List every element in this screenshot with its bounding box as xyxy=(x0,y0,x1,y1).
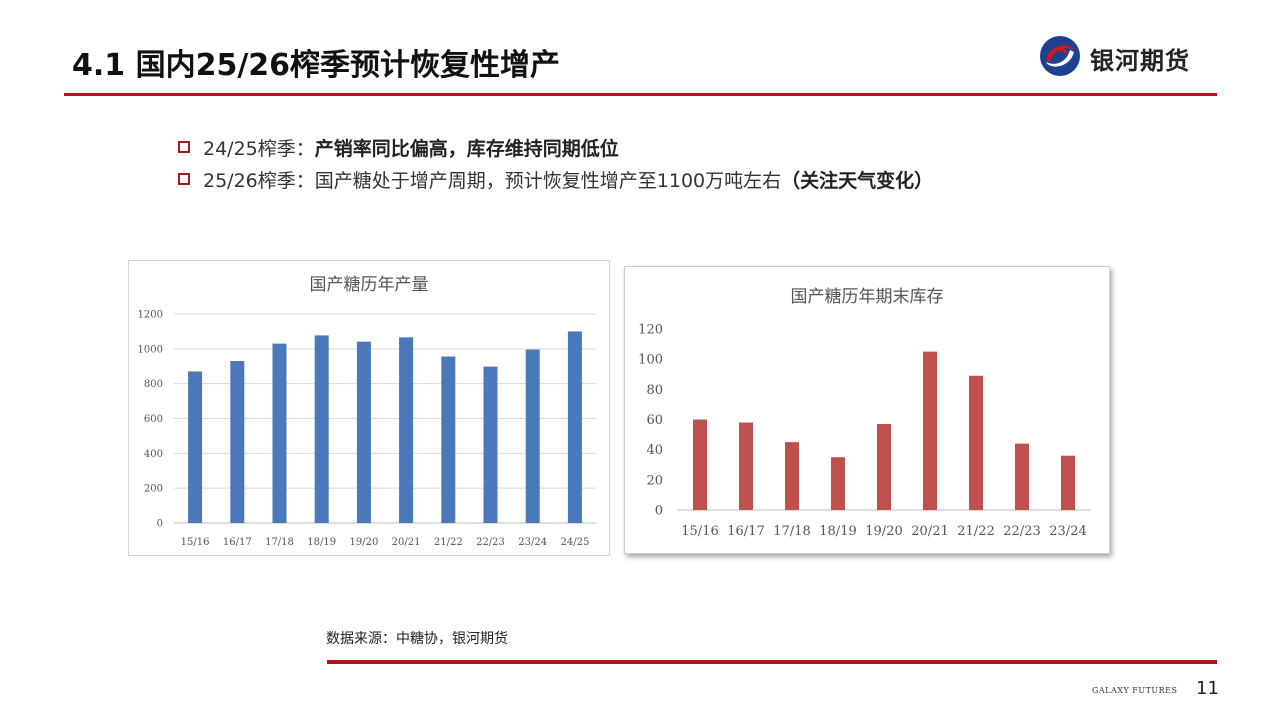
bullet-list: 24/25榨季： 产销率同比偏高，库存维持同期低位 25/26榨季： 国产糖处于… xyxy=(178,131,933,195)
x-tick-label: 18/19 xyxy=(819,524,856,539)
y-tick-label: 0 xyxy=(655,504,663,519)
y-tick-label: 200 xyxy=(144,484,163,495)
bar-21/22 xyxy=(441,356,456,523)
x-tick-label: 16/17 xyxy=(223,537,252,548)
y-tick-label: 60 xyxy=(646,413,663,428)
bar-19/20 xyxy=(356,341,371,523)
x-tick-label: 15/16 xyxy=(181,537,210,548)
bullet-item: 25/26榨季： 国产糖处于增产周期，预计恢复性增产至1100万吨左右 （关注天… xyxy=(178,163,933,195)
bar-22/23 xyxy=(1015,443,1029,510)
y-tick-label: 40 xyxy=(646,443,663,458)
bullet-item: 24/25榨季： 产销率同比偏高，库存维持同期低位 xyxy=(178,131,933,163)
bar-17/18 xyxy=(272,343,287,523)
x-tick-label: 22/23 xyxy=(476,537,505,548)
production-chart: 国产糖历年产量 0 200 400 600 800 1000 1200 15/16 16/17 17… xyxy=(138,275,596,548)
y-tick-label: 1000 xyxy=(138,344,163,355)
bar-17/18 xyxy=(785,442,799,510)
x-tick-label: 23/24 xyxy=(1049,524,1086,539)
y-tick-label: 0 xyxy=(157,519,163,530)
y-tick-label: 1200 xyxy=(138,310,163,321)
bar-18/19 xyxy=(831,457,845,510)
page-number: 11 xyxy=(1196,678,1219,699)
bar-16/17 xyxy=(230,361,245,523)
bullet-text: 国产糖处于增产周期，预计恢复性增产至1100万吨左右 xyxy=(314,169,782,192)
y-tick-label: 120 xyxy=(638,323,663,338)
bullet-prefix: 25/26榨季： xyxy=(203,169,315,192)
footer-brand: GALAXY FUTURES xyxy=(1092,686,1178,695)
y-tick-label: 400 xyxy=(144,449,163,460)
title-divider xyxy=(64,93,1217,96)
bullet-emphasis: （关注天气变化） xyxy=(781,169,934,192)
bar-23/24 xyxy=(1061,455,1075,510)
x-tick-label: 20/21 xyxy=(392,537,421,548)
slide-title: 4.1 国内25/26榨季预计恢复性增产 xyxy=(72,48,561,83)
x-tick-label: 18/19 xyxy=(307,537,336,548)
chart-title: 国产糖历年产量 xyxy=(310,275,429,295)
x-tick-label: 17/18 xyxy=(265,537,294,548)
y-tick-label: 80 xyxy=(646,383,663,398)
y-tick-label: 20 xyxy=(646,473,663,488)
footer-divider xyxy=(327,660,1217,664)
bar-24/25 xyxy=(567,331,582,523)
company-logo: 银河期货 xyxy=(1036,34,1190,82)
bar-15/16 xyxy=(188,371,203,523)
bar-20/21 xyxy=(399,337,414,523)
x-tick-label: 19/20 xyxy=(349,537,378,548)
production-chart-panel: 国产糖历年产量 0 200 400 600 800 1000 1200 15/16 16/17 17… xyxy=(128,260,610,556)
x-tick-label: 17/18 xyxy=(773,524,810,539)
y-tick-label: 100 xyxy=(638,353,663,368)
x-tick-label: 20/21 xyxy=(911,524,948,539)
x-tick-label: 22/23 xyxy=(1003,524,1040,539)
bar-18/19 xyxy=(314,335,329,523)
y-tick-label: 600 xyxy=(144,414,163,425)
inventory-chart-panel: 国产糖历年期末库存 0 20 40 60 80 100 120 15/16 16/17 17/18 1… xyxy=(624,266,1110,554)
x-tick-label: 24/25 xyxy=(560,537,589,548)
x-tick-label: 16/17 xyxy=(727,524,764,539)
x-tick-label: 21/22 xyxy=(434,537,463,548)
bar-21/22 xyxy=(969,375,983,510)
bar-20/21 xyxy=(923,351,937,510)
y-tick-label: 800 xyxy=(144,379,163,390)
bar-23/24 xyxy=(525,349,540,523)
bar-15/16 xyxy=(693,419,707,510)
galaxy-futures-logo-icon xyxy=(1036,34,1084,82)
data-source-note: 数据来源：中糖协，银河期货 xyxy=(326,631,508,647)
x-tick-label: 21/22 xyxy=(957,524,994,539)
inventory-chart: 国产糖历年期末库存 0 20 40 60 80 100 120 15/16 16/17 17/18 1… xyxy=(638,287,1091,539)
bar-16/17 xyxy=(739,422,753,510)
logo-name: 银河期货 xyxy=(1090,46,1190,75)
chart-title: 国产糖历年期末库存 xyxy=(791,287,944,307)
bar-22/23 xyxy=(483,366,498,523)
x-tick-label: 19/20 xyxy=(865,524,902,539)
square-bullet-icon xyxy=(178,141,190,153)
x-tick-label: 23/24 xyxy=(518,537,547,548)
bullet-emphasis: 产销率同比偏高，库存维持同期低位 xyxy=(314,137,619,160)
x-tick-label: 15/16 xyxy=(681,524,718,539)
bar-19/20 xyxy=(877,424,891,510)
square-bullet-icon xyxy=(178,173,190,185)
bullet-prefix: 24/25榨季： xyxy=(203,137,315,160)
